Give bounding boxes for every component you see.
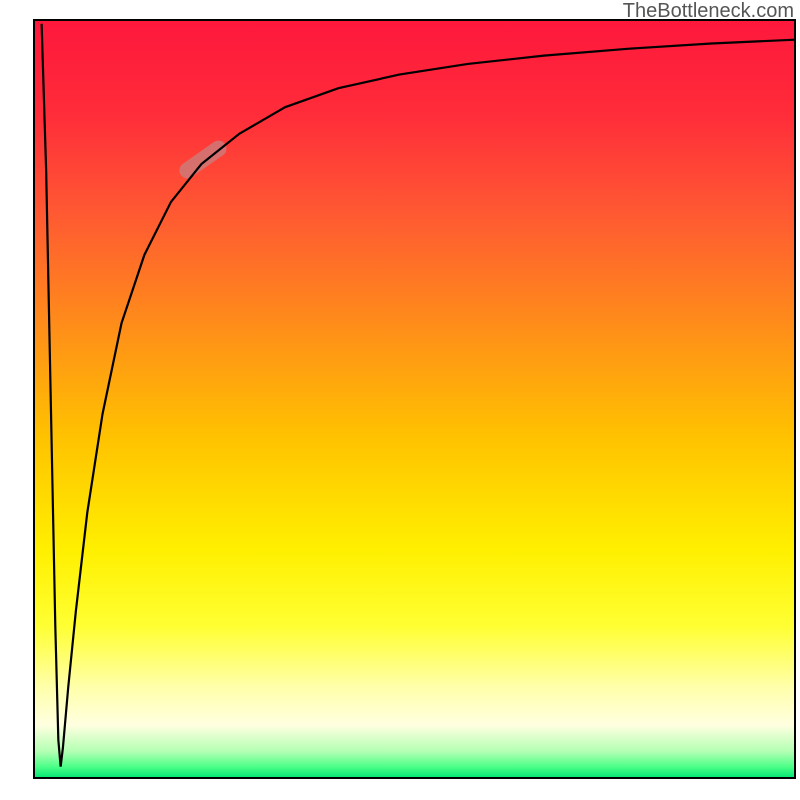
chart-svg: [0, 0, 800, 800]
bottleneck-curve: [42, 24, 795, 767]
plot-background: [34, 20, 795, 778]
plot-frame: [34, 20, 795, 778]
highlight-marker: [176, 137, 229, 181]
attribution-text: TheBottleneck.com: [623, 0, 794, 23]
chart-container: TheBottleneck.com: [0, 0, 800, 800]
